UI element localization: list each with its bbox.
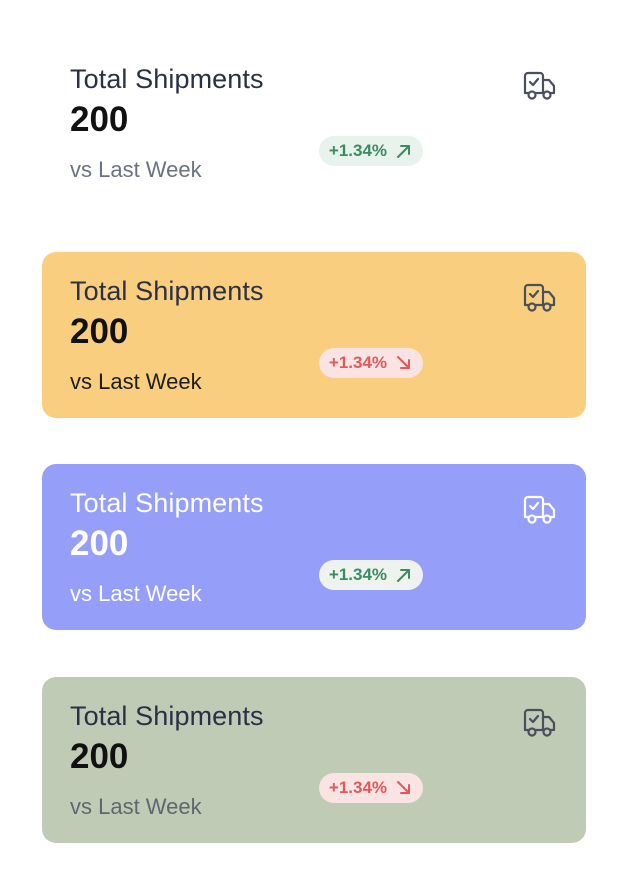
- stat-card-yellow: Total Shipments 200 vs Last Week +1.34%: [42, 252, 586, 418]
- trend-up-icon: [395, 566, 413, 584]
- change-value: +1.34%: [328, 141, 388, 160]
- change-value: +1.34%: [328, 353, 388, 372]
- card-title: Total Shipments: [70, 701, 264, 731]
- card-comparison-label: vs Last Week: [70, 794, 202, 819]
- stat-card-white: Total Shipments 200 vs Last Week +1.34%: [42, 40, 586, 206]
- trend-down-icon: [395, 779, 413, 797]
- card-value: 200: [70, 312, 129, 351]
- card-value: 200: [70, 100, 129, 139]
- card-comparison-label: vs Last Week: [70, 157, 202, 182]
- stat-card-blue: Total Shipments 200 vs Last Week +1.34%: [42, 464, 586, 630]
- truck-icon: [520, 703, 558, 741]
- truck-icon: [520, 278, 558, 316]
- card-comparison-label: vs Last Week: [70, 581, 202, 606]
- trend-down-icon: [395, 354, 413, 372]
- card-value: 200: [70, 737, 129, 776]
- stat-card-green: Total Shipments 200 vs Last Week +1.34%: [42, 677, 586, 843]
- card-title: Total Shipments: [70, 64, 264, 94]
- change-value: +1.34%: [328, 778, 388, 797]
- change-badge: +1.34%: [319, 348, 423, 378]
- change-badge: +1.34%: [319, 773, 423, 803]
- card-value: 200: [70, 524, 129, 563]
- card-title: Total Shipments: [70, 488, 264, 518]
- card-comparison-label: vs Last Week: [70, 369, 202, 394]
- card-title: Total Shipments: [70, 276, 264, 306]
- change-badge: +1.34%: [319, 560, 423, 590]
- truck-icon: [520, 490, 558, 528]
- truck-icon: [520, 66, 558, 104]
- trend-up-icon: [395, 142, 413, 160]
- change-badge: +1.34%: [319, 136, 423, 166]
- change-value: +1.34%: [328, 565, 388, 584]
